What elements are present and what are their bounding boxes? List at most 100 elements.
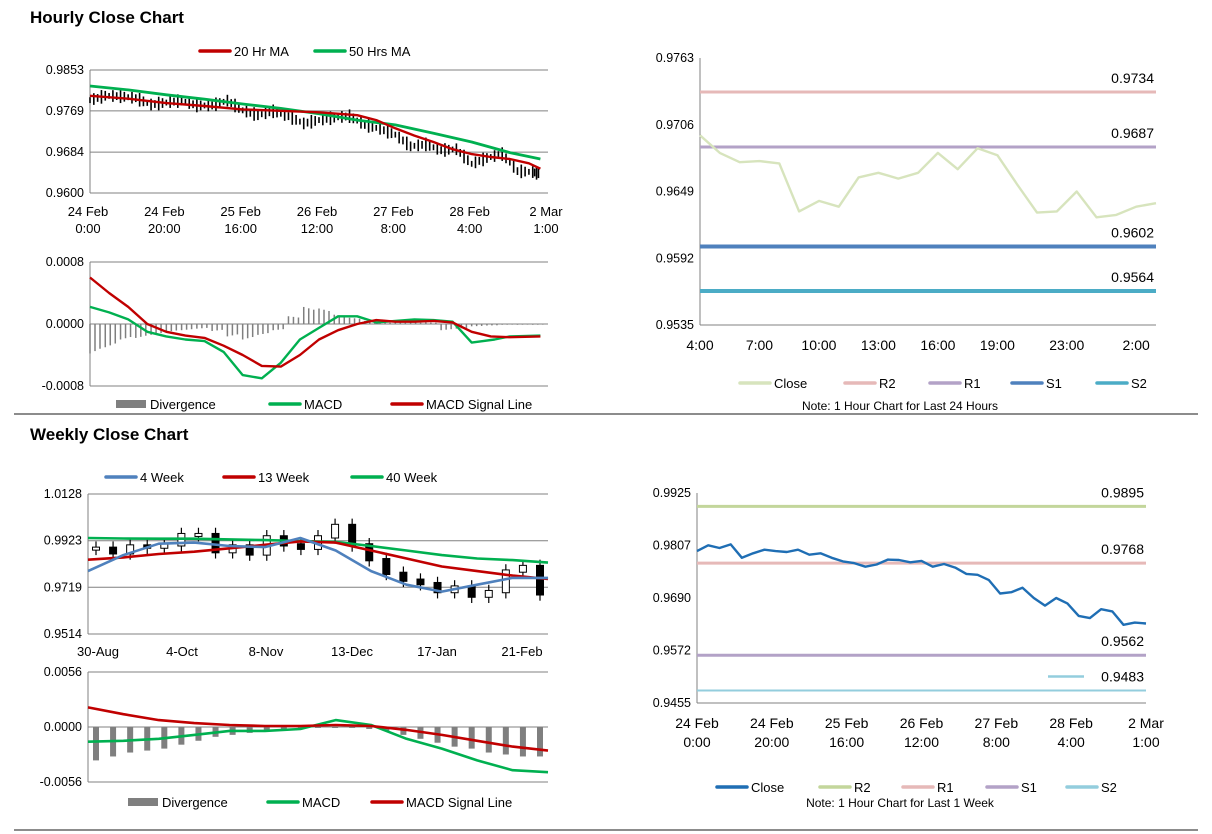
weekly-price-candle-body	[399, 571, 408, 582]
hourly-price-y-tick-label: 0.9853	[46, 63, 84, 77]
hourly-price-legend-label: 20 Hr MA	[234, 44, 289, 59]
hourly-24h-x-tick-label: 4:00	[686, 337, 713, 353]
hourly-24h-x-tick-label: 10:00	[801, 337, 836, 353]
weekly-1w-x-tick-date: 28 Feb	[1049, 715, 1093, 731]
weekly-price-x-tick-label: 8-Nov	[249, 644, 284, 659]
weekly-1w-legend-label: S1	[1021, 780, 1037, 795]
weekly-1w-y-tick-label: 0.9807	[653, 539, 691, 553]
weekly-macd-y-tick-label: 0.0000	[44, 720, 82, 734]
weekly-price-legend-label: 13 Week	[258, 470, 310, 485]
weekly-macd-divergence-bar	[468, 727, 475, 749]
hourly-24h-x-tick-label: 2:00	[1123, 337, 1150, 353]
weekly-1w-x-tick-date: 24 Feb	[750, 715, 794, 731]
weekly-macd-divergence-bar	[519, 727, 526, 757]
weekly-price-candle-body	[518, 564, 527, 573]
hourly-price-x-tick-date: 25 Feb	[220, 204, 260, 219]
weekly-price-4-week-line	[87, 536, 548, 593]
weekly-1w-level-s1-label: 0.9562	[1101, 633, 1144, 649]
weekly-1w-x-tick-time: 20:00	[754, 734, 789, 750]
weekly-price-legend-label: 4 Week	[140, 470, 184, 485]
hourly-24h-close-line	[699, 134, 1157, 219]
weekly-macd-legend-label: MACD Signal Line	[406, 795, 512, 810]
weekly-1w-y-tick-label: 0.9455	[653, 696, 691, 710]
weekly-macd-divergence-bar	[93, 727, 99, 761]
weekly-section-title: Weekly Close Chart	[30, 425, 189, 444]
hourly-24h-legend-label: Close	[774, 376, 807, 391]
weekly-price-y-tick-label: 0.9719	[44, 580, 82, 594]
weekly-macd-legend-label: Divergence	[162, 795, 228, 810]
weekly-1w-x-tick-time: 12:00	[904, 734, 939, 750]
hourly-price-x-tick-time: 20:00	[148, 221, 181, 236]
weekly-price-candle-body	[536, 564, 544, 596]
weekly-macd-y-tick-label: 0.0056	[44, 665, 82, 679]
hourly-24h-y-tick-label: 0.9706	[656, 118, 694, 132]
weekly-1w-y-tick-label: 0.9690	[653, 591, 691, 605]
hourly-24h-x-tick-label: 23:00	[1049, 337, 1084, 353]
hourly-price-x-tick-date: 28 Feb	[449, 204, 489, 219]
hourly-24h-y-tick-label: 0.9649	[656, 185, 694, 199]
weekly-price-y-tick-label: 0.9923	[44, 534, 82, 548]
weekly-price-13-week-line	[87, 540, 549, 581]
weekly-1w-close-line	[696, 543, 1147, 626]
hourly-macd-macd-signal-line-line	[89, 276, 541, 368]
weekly-macd-divergence-bar	[349, 727, 356, 728]
hourly-24h-y-tick-label: 0.9763	[656, 51, 694, 65]
hourly-macd-legend-label: MACD Signal Line	[426, 397, 532, 412]
weekly-1w-level-r2-label: 0.9895	[1101, 484, 1144, 500]
weekly-macd-divergence-bar	[332, 727, 339, 728]
hourly-price-legend-label: 50 Hrs MA	[349, 44, 411, 59]
hourly-price-20-hr-ma-line	[89, 94, 541, 170]
weekly-macd-divergence-bar	[400, 727, 407, 735]
weekly-price-candle-body	[245, 544, 254, 556]
hourly-macd-y-tick-label: 0.0008	[46, 255, 84, 269]
hourly-price-x-tick-time: 16:00	[224, 221, 257, 236]
hourly-24h-level-r2-label: 0.9734	[1111, 70, 1154, 86]
weekly-macd-divergence-bar	[263, 727, 270, 732]
weekly-1w-legend-label: Close	[751, 780, 784, 795]
weekly-1w-x-tick-time: 8:00	[983, 734, 1010, 750]
weekly-price-y-tick-label: 1.0128	[44, 487, 82, 501]
weekly-price-x-tick-label: 30-Aug	[77, 644, 119, 659]
weekly-1w-level-r1-label: 0.9768	[1101, 541, 1144, 557]
weekly-price-candle-body	[467, 585, 476, 598]
weekly-1w-legend-label: S2	[1101, 780, 1117, 795]
hourly-24h-note: Note: 1 Hour Chart for Last 24 Hours	[802, 399, 998, 413]
weekly-price-candle-body	[365, 543, 374, 562]
weekly-price-candle-body	[194, 532, 203, 537]
weekly-price-candle-body	[501, 569, 510, 594]
hourly-24h-level-s1-label: 0.9602	[1111, 225, 1154, 241]
weekly-price-candle-body	[484, 589, 493, 598]
hourly-price-x-tick-date: 27 Feb	[373, 204, 413, 219]
hourly-price-y-tick-label: 0.9769	[46, 104, 84, 118]
weekly-price-candle-body	[382, 558, 391, 575]
weekly-1w-level-s2-label: 0.9483	[1101, 668, 1144, 684]
weekly-1w-x-tick-time: 4:00	[1058, 734, 1085, 750]
weekly-1w-x-tick-date: 25 Feb	[825, 715, 869, 731]
weekly-price-candle-body	[109, 546, 118, 555]
weekly-price-candle-body	[331, 523, 340, 539]
hourly-macd-legend-label: Divergence	[150, 397, 216, 412]
weekly-1w-note: Note: 1 Hour Chart for Last 1 Week	[806, 796, 995, 810]
weekly-macd-divergence-bar	[315, 727, 321, 728]
hourly-price-y-tick-label: 0.9600	[46, 186, 84, 200]
hourly-macd-macd-line	[89, 305, 541, 380]
weekly-1w-y-tick-label: 0.9572	[653, 644, 691, 658]
hourly-price-x-tick-date: 24 Feb	[144, 204, 184, 219]
hourly-price-x-tick-date: 24 Feb	[68, 204, 108, 219]
weekly-1w-x-tick-date: 26 Feb	[900, 715, 944, 731]
weekly-price-legend-label: 40 Week	[386, 470, 438, 485]
hourly-24h-legend-label: R2	[879, 376, 896, 391]
hourly-24h-legend-label: S1	[1046, 376, 1062, 391]
hourly-price-50-hrs-ma-line	[89, 84, 541, 161]
hourly-price-x-tick-time: 12:00	[301, 221, 334, 236]
hourly-macd-y-tick-label: 0.0000	[46, 317, 84, 331]
weekly-price-candle-body	[416, 578, 425, 586]
hourly-24h-legend-label: R1	[964, 376, 981, 391]
weekly-price-y-tick-label: 0.9514	[44, 627, 82, 641]
weekly-1w-x-tick-date: 2 Mar	[1128, 715, 1164, 731]
hourly-macd-legend-label: MACD	[304, 397, 342, 412]
weekly-macd-divergence-bar	[366, 727, 373, 729]
hourly-section-title: Hourly Close Chart	[30, 8, 184, 27]
weekly-1w-x-tick-date: 24 Feb	[675, 715, 719, 731]
